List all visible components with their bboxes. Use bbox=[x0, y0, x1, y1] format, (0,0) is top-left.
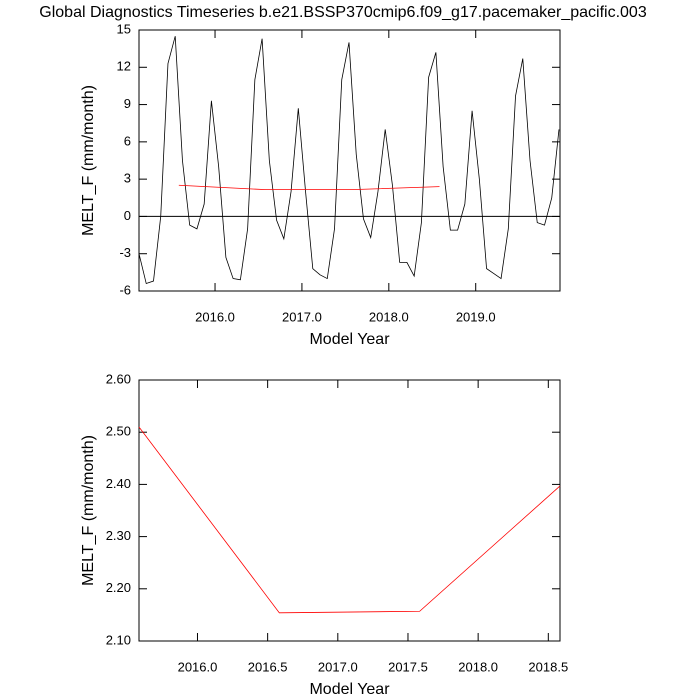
x-tick-label: 2016.0 bbox=[178, 659, 218, 674]
x-tick-label: 2018.0 bbox=[458, 659, 498, 674]
x-axis-label: Model Year bbox=[309, 331, 390, 348]
data-line bbox=[138, 426, 561, 614]
y-tick-label: -6 bbox=[119, 282, 131, 297]
y-axis-label: MELT_F (mm/month) bbox=[80, 85, 97, 236]
y-tick-label: 3 bbox=[124, 171, 131, 186]
data-line bbox=[138, 36, 560, 285]
y-tick-label: -3 bbox=[119, 245, 131, 260]
x-tick-label: 2016.0 bbox=[195, 309, 235, 324]
y-tick-label: 2.10 bbox=[106, 632, 131, 647]
y-tick-label: 2.60 bbox=[106, 371, 131, 386]
x-axis-label: Model Year bbox=[309, 681, 390, 698]
y-tick-label: 12 bbox=[117, 59, 131, 74]
y-tick-label: 2.40 bbox=[106, 476, 131, 491]
x-tick-label: 2018.0 bbox=[369, 309, 409, 324]
x-tick-label: 2019.0 bbox=[456, 309, 496, 324]
x-tick-label: 2016.5 bbox=[248, 659, 288, 674]
y-tick-label: 6 bbox=[124, 133, 131, 148]
y-tick-label: 9 bbox=[124, 96, 131, 111]
y-tick-label: 0 bbox=[124, 208, 131, 223]
x-tick-label: 2018.5 bbox=[528, 659, 568, 674]
y-tick-label: 2.30 bbox=[106, 528, 131, 543]
y-tick-label: 15 bbox=[117, 21, 131, 36]
x-tick-label: 2017.5 bbox=[388, 659, 428, 674]
data-line bbox=[178, 184, 440, 191]
plot-frame bbox=[138, 379, 561, 642]
x-tick-label: 2017.0 bbox=[282, 309, 322, 324]
y-tick-label: 2.50 bbox=[106, 424, 131, 439]
chart-title: Global Diagnostics Timeseries b.e21.BSSP… bbox=[39, 4, 647, 21]
y-tick-label: 2.20 bbox=[106, 580, 131, 595]
y-axis-label: MELT_F (mm/month) bbox=[80, 435, 97, 586]
x-tick-label: 2017.0 bbox=[318, 659, 358, 674]
plot-frame bbox=[138, 29, 561, 292]
